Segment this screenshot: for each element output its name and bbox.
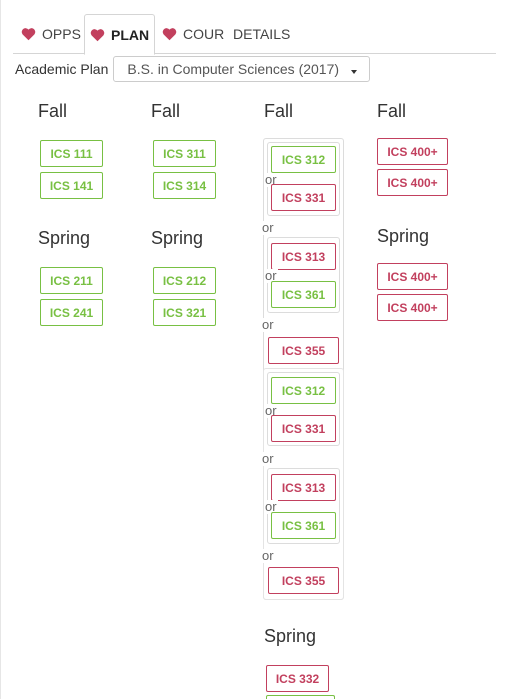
course-button[interactable]: ICS 241 bbox=[40, 299, 103, 326]
choice-group bbox=[263, 368, 344, 600]
course-button[interactable]: ICS 311 bbox=[153, 140, 216, 167]
caret-down-icon bbox=[351, 70, 358, 74]
course-button[interactable]: ICS 355 bbox=[268, 337, 339, 364]
course-button[interactable]: ICS 331 bbox=[271, 184, 336, 211]
term-heading: Spring bbox=[377, 226, 430, 246]
heart-icon bbox=[21, 27, 36, 41]
or-label: or bbox=[264, 172, 278, 187]
heart-icon bbox=[162, 27, 177, 41]
term-heading: Fall bbox=[264, 101, 294, 121]
term-heading: Spring bbox=[264, 626, 317, 646]
course-button[interactable]: ICS 312 bbox=[271, 377, 336, 404]
window-border bbox=[0, 0, 1, 699]
or-label: or bbox=[264, 268, 278, 283]
tab-label: DETAILS bbox=[233, 26, 291, 42]
tab-cour[interactable]: COUR bbox=[162, 14, 224, 54]
academic-plan-row: Academic Plan B.S. in Computer Sciences … bbox=[15, 56, 371, 82]
heart-icon bbox=[90, 28, 105, 42]
course-button[interactable]: ICS 400+ bbox=[377, 294, 448, 321]
course-button[interactable]: ICS 313 bbox=[271, 474, 336, 501]
course-button[interactable]: ICS 331 bbox=[271, 415, 336, 442]
course-button[interactable]: ICS 211 bbox=[40, 267, 103, 294]
or-label: or bbox=[261, 220, 275, 235]
tab-plan[interactable]: PLAN bbox=[84, 14, 156, 55]
course-button[interactable]: ICS 141 bbox=[40, 172, 103, 199]
course-button[interactable]: ICS 313 bbox=[271, 243, 336, 270]
course-button[interactable]: ICS 321 bbox=[153, 299, 216, 326]
or-label: or bbox=[264, 499, 278, 514]
term-heading: Fall bbox=[377, 101, 407, 121]
tab-bar: OPPS PLAN COUR DETAILS bbox=[13, 14, 496, 55]
or-label: or bbox=[264, 403, 278, 418]
tab-label: COUR bbox=[183, 26, 225, 42]
tab-label: OPPS bbox=[42, 26, 81, 42]
course-button-partial bbox=[266, 695, 335, 699]
term-heading: Spring bbox=[38, 228, 91, 248]
term-heading: Spring bbox=[151, 228, 204, 248]
course-button[interactable]: ICS 314 bbox=[153, 172, 216, 199]
course-button[interactable]: ICS 355 bbox=[268, 567, 339, 594]
or-label: or bbox=[261, 548, 275, 563]
academic-plan-select[interactable]: B.S. in Computer Sciences (2017) bbox=[113, 56, 371, 82]
course-button[interactable]: ICS 212 bbox=[153, 267, 216, 294]
tab-opps[interactable]: OPPS bbox=[21, 14, 81, 54]
course-button[interactable]: ICS 111 bbox=[40, 140, 103, 167]
tab-details[interactable]: DETAILS bbox=[233, 14, 290, 54]
course-button[interactable]: ICS 400+ bbox=[377, 169, 448, 196]
term-heading: Fall bbox=[151, 101, 181, 121]
course-button[interactable]: ICS 332 bbox=[266, 665, 329, 692]
course-button[interactable]: ICS 361 bbox=[271, 281, 336, 308]
course-button[interactable]: ICS 312 bbox=[271, 146, 336, 173]
course-button[interactable]: ICS 400+ bbox=[377, 138, 448, 165]
or-label: or bbox=[261, 317, 275, 332]
or-label: or bbox=[261, 451, 275, 466]
tab-label: PLAN bbox=[111, 26, 150, 43]
course-button[interactable]: ICS 400+ bbox=[377, 263, 448, 290]
academic-plan-label: Academic Plan bbox=[15, 61, 109, 77]
course-button[interactable]: ICS 361 bbox=[271, 512, 336, 539]
academic-plan-value: B.S. in Computer Sciences (2017) bbox=[127, 61, 340, 77]
term-heading: Fall bbox=[38, 101, 68, 121]
